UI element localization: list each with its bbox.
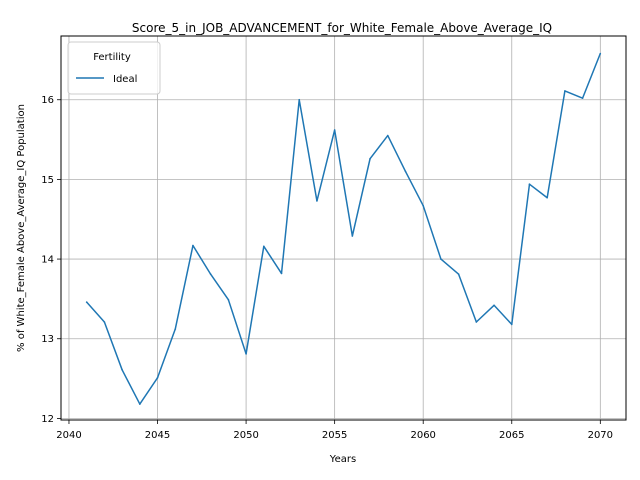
series-layer [85,52,602,405]
data-point [192,244,194,247]
data-point [546,196,548,199]
legend-box [67,41,161,95]
data-point [121,369,123,371]
data-point [85,301,88,303]
y-tick-label: 13 [41,334,54,345]
data-point [245,353,247,355]
x-tick-label: 2040 [56,430,81,441]
data-point [404,170,407,173]
data-point [351,235,354,237]
data-point [174,328,177,330]
data-point [581,97,584,99]
y-tick-label: 14 [41,255,54,266]
y-axis: 12 13 14 15 16 [41,95,61,425]
grid [61,36,626,420]
data-point [227,298,230,301]
series-line-ideal [86,53,602,405]
data-point [457,273,460,276]
data-point [298,98,301,101]
data-point [422,204,425,207]
data-point [493,304,495,307]
data-point [386,134,389,137]
x-axis: 2040 2045 2050 2055 2060 2065 2070 [56,420,613,441]
data-point [510,323,513,326]
data-point [139,403,141,405]
y-tick-label: 12 [41,414,54,425]
data-point [209,273,212,276]
data-point [316,200,318,202]
y-axis-title: % of White_Female Above_Average_IQ Popul… [16,104,27,352]
data-point [564,90,566,92]
y-tick-label: 16 [41,95,54,106]
data-point [333,129,336,131]
data-point [103,321,106,323]
plot-frame [60,35,627,421]
data-point [280,272,283,275]
data-point [599,52,602,55]
x-tick-label: 2055 [322,430,347,441]
data-point [262,245,265,248]
x-tick-label: 2070 [588,430,613,441]
x-tick-label: 2045 [145,430,170,441]
x-tick-label: 2050 [233,430,258,441]
legend: Fertility Ideal [67,41,161,95]
x-tick-label: 2065 [499,430,524,441]
data-point [369,157,371,160]
data-point [156,376,159,379]
y-tick-label: 15 [41,175,54,186]
legend-label: Ideal [113,74,137,85]
legend-title: Fertility [93,52,131,63]
data-point [440,258,442,260]
chart-title: Score_5_in_JOB_ADVANCEMENT_for_White_Fem… [132,21,552,35]
data-point [475,321,478,323]
x-axis-title: Years [329,454,356,465]
data-point [528,183,531,185]
x-tick-label: 2060 [410,430,435,441]
